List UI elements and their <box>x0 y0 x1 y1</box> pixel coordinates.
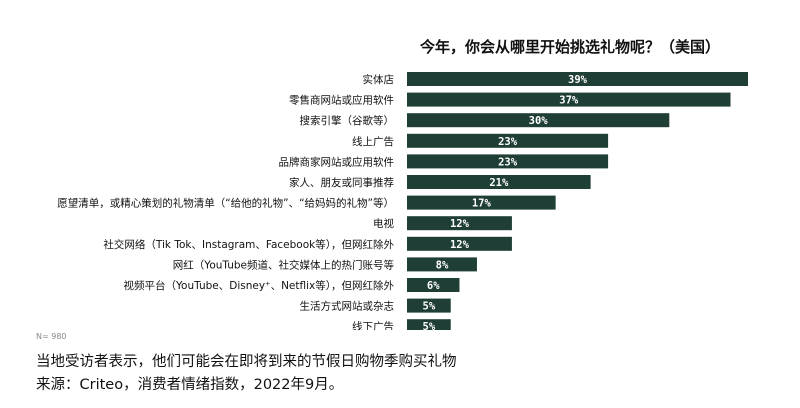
bar <box>407 113 670 128</box>
bar <box>407 257 477 272</box>
bar-value-label: 39% <box>568 74 588 86</box>
category-label: 线下广告 <box>352 320 394 330</box>
category-label: 品牌商家网站或应用软件 <box>279 155 395 168</box>
caption-line-2: 来源：Criteo，消费者情绪指数，2022年9月。 <box>36 377 344 393</box>
category-label: 网红（YouTube频道、社交媒体上的热门账号等 <box>173 258 395 271</box>
bar <box>407 175 591 189</box>
bar-value-label: 37% <box>559 95 579 107</box>
sample-size: N= 980 <box>36 332 67 341</box>
category-label: 零售商网站或应用软件 <box>289 94 394 107</box>
bar <box>407 133 609 148</box>
category-label: 生活方式网站或杂志 <box>300 300 395 313</box>
category-label: 电视 <box>373 217 394 230</box>
bar-value-label: 8% <box>436 259 449 271</box>
bar <box>407 72 748 86</box>
bar <box>407 92 731 107</box>
bar-value-label: 12% <box>450 218 470 230</box>
category-label: 搜索引擎（谷歌等） <box>300 114 395 127</box>
caption-line-1: 当地受访者表示，他们可能会在即将到来的节假日购物季购买礼物 <box>36 354 457 370</box>
bar-value-label: 6% <box>427 280 440 292</box>
bar-value-label: 21% <box>489 177 509 189</box>
bar <box>407 278 460 292</box>
bar <box>407 236 512 251</box>
bar-value-label: 17% <box>472 198 492 210</box>
category-label: 愿望清单，或精心策划的礼物清单（“给他的礼物”、“给妈妈的礼物”等） <box>57 197 394 210</box>
bar <box>407 319 451 330</box>
bar-value-label: 5% <box>423 301 436 313</box>
bar <box>407 298 451 313</box>
bar <box>407 216 512 231</box>
bar-chart: 39% 实体店 37% 零售商网站或应用软件 30% 搜索引擎（谷歌等） 23% 线上广告 23… <box>57 72 748 330</box>
category-label: 家人、朋友或同事推荐 <box>289 176 394 189</box>
category-label: 社交网络（Tik Tok、Instagram、Facebook等），但网红除外 <box>103 238 394 251</box>
category-label: 视频平台（YouTube、Disney⁺、Netflix等），但网红除外 <box>124 279 395 292</box>
bar-value-label: 23% <box>498 156 518 168</box>
bar <box>407 154 609 169</box>
category-label: 实体店 <box>363 73 395 86</box>
bar-value-label: 5% <box>423 321 436 330</box>
bar <box>407 195 556 210</box>
chart-title: 今年，你会从哪里开始挑选礼物呢？（美国） <box>420 38 721 56</box>
bar-value-label: 23% <box>498 136 518 148</box>
bar-value-label: 30% <box>529 115 549 127</box>
category-label: 线上广告 <box>352 135 394 148</box>
bar-value-label: 12% <box>450 239 470 251</box>
